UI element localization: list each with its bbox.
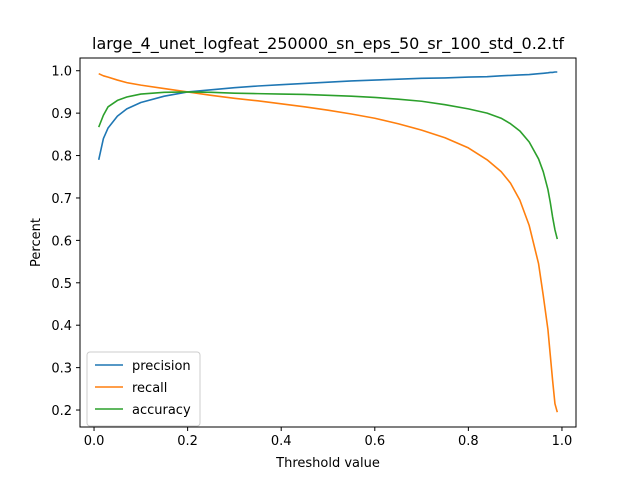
- y-tick-label: 0.6: [51, 234, 72, 249]
- x-tick-label: 0.0: [84, 434, 105, 449]
- x-axis-label: Threshold value: [275, 456, 380, 471]
- legend-label-recall: recall: [132, 381, 167, 396]
- axes-frame: [79, 57, 577, 428]
- legend-label-precision: precision: [132, 359, 191, 374]
- series-line-precision: [97, 71, 558, 160]
- y-axis: 0.2 0.3 0.4 0.5 0.6 0.7 0.8 0.9 1.0: [51, 65, 80, 419]
- series-line-accuracy: [97, 91, 559, 240]
- series-line-recall: [98, 72, 559, 413]
- y-tick-label: 0.3: [51, 362, 72, 377]
- chart-title: large_4_unet_logfeat_250000_sn_eps_50_sr…: [92, 34, 564, 54]
- series-lines: [97, 71, 559, 413]
- x-tick-label: 0.2: [177, 434, 198, 449]
- y-tick-label: 0.9: [51, 107, 72, 122]
- legend-label-accuracy: accuracy: [132, 403, 191, 418]
- y-tick-label: 1.0: [51, 65, 72, 80]
- legend-box: [86, 351, 201, 427]
- x-tick-label: 0.8: [458, 434, 479, 449]
- y-tick-label: 0.2: [51, 404, 72, 419]
- y-tick-label: 0.4: [51, 319, 72, 334]
- y-tick-label: 0.8: [51, 150, 72, 165]
- x-tick-label: 0.4: [271, 434, 292, 449]
- y-axis-label: Percent: [29, 218, 44, 267]
- legend: precision recall accuracy: [86, 351, 201, 427]
- x-axis: 0.0 0.2 0.4 0.6 0.8 1.0: [84, 427, 573, 449]
- y-tick-label: 0.5: [51, 277, 72, 292]
- y-tick-label: 0.7: [51, 192, 72, 207]
- x-tick-label: 0.6: [364, 434, 385, 449]
- x-tick-label: 1.0: [552, 434, 573, 449]
